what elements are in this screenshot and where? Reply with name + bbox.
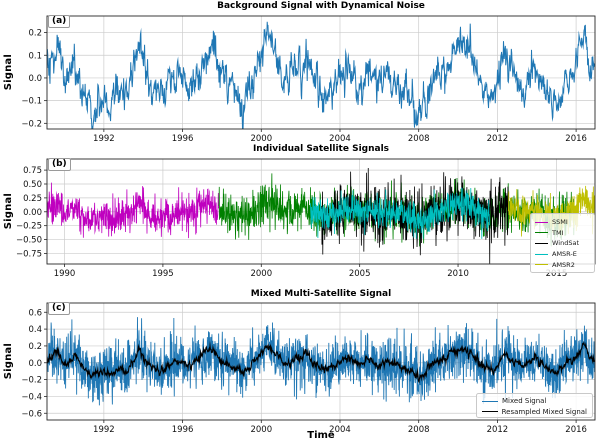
legend-label: Resampled Mixed Signal xyxy=(501,407,587,416)
amsr2-line-sample-icon xyxy=(535,264,548,266)
amsr-e-line-sample-icon xyxy=(535,253,548,255)
legend-label: TMI xyxy=(552,228,564,237)
legend-entry-amsr2: AMSR2 xyxy=(535,259,590,270)
panel-c-legend: Mixed Signal Resampled Mixed Signal xyxy=(476,393,593,418)
ssmi-line-sample-icon xyxy=(535,221,548,223)
legend-entry-windsat: WindSat xyxy=(535,238,590,249)
legend-entry-mixed-signal: Mixed Signal xyxy=(482,396,587,406)
panel-b-ylabel: Signal xyxy=(3,193,14,230)
panel-c-label: (c) xyxy=(48,302,70,315)
panel-a-ylabel: Signal xyxy=(3,54,14,91)
resampled-mixed-signal-line-sample-icon xyxy=(482,411,498,413)
tmi-line-sample-icon xyxy=(535,232,548,234)
legend-label: WindSat xyxy=(552,239,579,248)
panel-b-label: (b) xyxy=(48,158,71,171)
panel-c-xlabel: Time xyxy=(307,430,335,441)
legend-entry-resampled-mixed-signal: Resampled Mixed Signal xyxy=(482,406,587,416)
legend-entry-ssmi: SSMI xyxy=(535,217,590,228)
panel-c-title: Mixed Multi-Satellite Signal xyxy=(250,289,392,299)
panel-a-title: Background Signal with Dynamical Noise xyxy=(217,1,425,11)
legend-label: AMSR2 xyxy=(552,260,575,269)
legend-entry-amsr-e: AMSR-E xyxy=(535,249,590,260)
panel-a-label: (a) xyxy=(48,15,71,28)
panel-c-ylabel: Signal xyxy=(3,343,14,380)
windsat-line-sample-icon xyxy=(535,242,548,244)
legend-entry-tmi: TMI xyxy=(535,228,590,239)
mixed-signal-line-sample-icon xyxy=(482,400,498,402)
legend-label: Mixed Signal xyxy=(502,397,547,406)
panel-b-legend: SSMI TMI WindSat AMSR-E AMSR2 xyxy=(530,213,595,273)
legend-label: AMSR-E xyxy=(552,250,577,259)
legend-label: SSMI xyxy=(552,218,568,227)
panel-b-title: Individual Satellite Signals xyxy=(252,144,390,154)
